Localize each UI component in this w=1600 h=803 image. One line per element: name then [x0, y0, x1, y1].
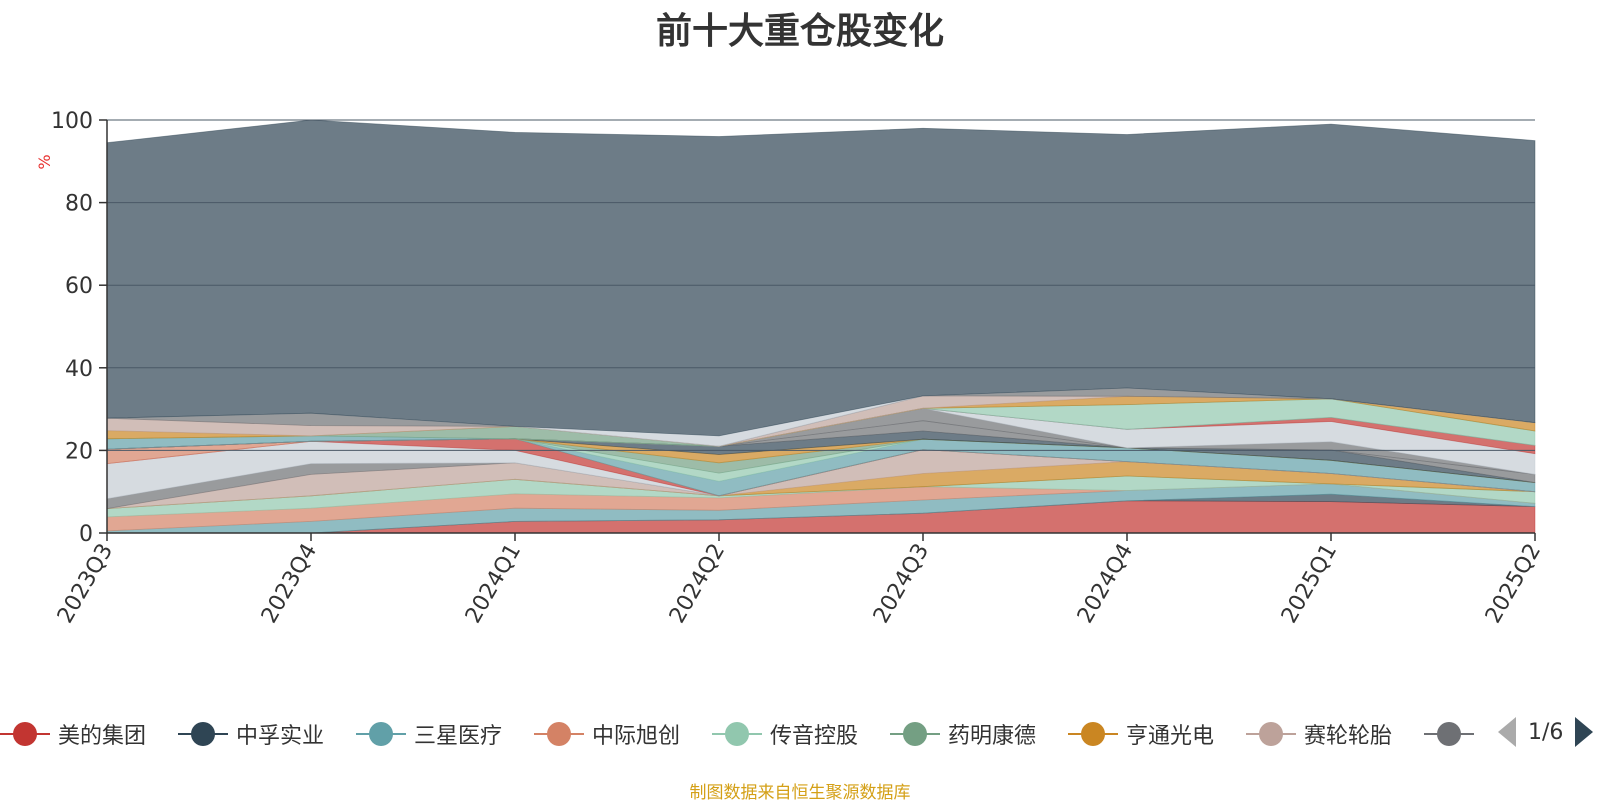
- legend-label: 三星医疗: [414, 724, 503, 749]
- legend-marker-icon: [890, 722, 940, 746]
- legend-marker-icon: [1424, 722, 1474, 746]
- legend-item[interactable]: 亨通光电: [1068, 714, 1214, 754]
- legend-dot: [369, 722, 393, 746]
- legend-label: 赛轮轮胎: [1304, 724, 1393, 749]
- y-tick-label: 100: [51, 109, 93, 134]
- legend-marker-icon: [1068, 722, 1118, 746]
- legend-label: 中孚实业: [236, 724, 325, 749]
- legend-item[interactable]: 赛轮轮胎: [1246, 714, 1392, 754]
- grid-lines: [107, 119, 1535, 451]
- legend-item[interactable]: 中孚实业: [178, 714, 324, 754]
- legend-label: 传音控股: [770, 724, 859, 749]
- area-series-group: [106, 119, 1536, 534]
- data-source-note: 制图数据来自恒生聚源数据库: [689, 783, 911, 803]
- x-tick-label: 2025Q2: [1481, 540, 1546, 628]
- prev-page-icon[interactable]: [1498, 717, 1516, 747]
- y-tick-label: 60: [65, 274, 93, 299]
- x-tick-label: 2024Q3: [869, 540, 934, 628]
- legend-marker-icon: [712, 722, 762, 746]
- next-page-icon[interactable]: [1575, 717, 1594, 747]
- legend-marker-icon: [0, 722, 50, 746]
- x-tick-label: 2024Q4: [1073, 540, 1138, 628]
- y-tick-label: 20: [65, 439, 93, 464]
- legend-marker-icon: [534, 722, 584, 746]
- legend-item[interactable]: 三星医疗: [356, 714, 502, 754]
- x-tick-label: 2023Q4: [257, 540, 322, 628]
- legend-item[interactable]: 药明康德: [890, 714, 1036, 754]
- legend-dot: [1259, 722, 1283, 746]
- x-tick-label: 2023Q3: [53, 540, 118, 628]
- stacked-area-chart: 0 20 40 60 80 100 2023Q3 2023Q4 2024Q1 2024Q2 2024…: [35, 109, 1546, 628]
- legend-dot: [547, 722, 571, 746]
- legend-pager: 1/6: [1498, 712, 1594, 752]
- legend-label: 药明康德: [948, 724, 1037, 749]
- legend-marker-icon: [1246, 722, 1296, 746]
- legend-dot: [903, 722, 927, 746]
- y-tick-label: 80: [65, 192, 93, 217]
- legend-label: 中际旭创: [592, 724, 681, 749]
- legend-marker-icon: [178, 722, 228, 746]
- x-tick-label: 2024Q1: [461, 540, 526, 628]
- x-tick-label: 2025Q1: [1277, 540, 1342, 628]
- legend-item[interactable]: 中际旭创: [534, 714, 680, 754]
- legend-label: 美的集团: [58, 724, 147, 749]
- legend-marker-icon: [356, 722, 406, 746]
- y-tick-label: 40: [65, 357, 93, 382]
- legend-item[interactable]: 钅: [1424, 714, 1480, 754]
- legend-label: 亨通光电: [1126, 724, 1215, 749]
- legend-dot: [725, 722, 749, 746]
- legend-item[interactable]: 传音控股: [712, 714, 858, 754]
- chart-title: 前十大重仓股变化: [655, 11, 944, 52]
- legend-dot: [191, 722, 215, 746]
- x-tick-label: 2024Q2: [665, 540, 730, 628]
- legend-dot: [13, 722, 37, 746]
- y-axis-label: %: [35, 154, 54, 169]
- legend-item[interactable]: 美的集团: [0, 714, 146, 754]
- area-series-29: [106, 119, 1536, 437]
- legend-dot: [1081, 722, 1105, 746]
- legend-dot: [1437, 722, 1461, 746]
- y-tick-label: 0: [79, 522, 93, 547]
- legend: 美的集团 中孚实业 三星医疗 中际旭创 传音控股 药明康德 亨通光电 赛轮轮胎 钅: [0, 714, 1480, 754]
- legend-page-indicator: 1/6: [1528, 719, 1564, 745]
